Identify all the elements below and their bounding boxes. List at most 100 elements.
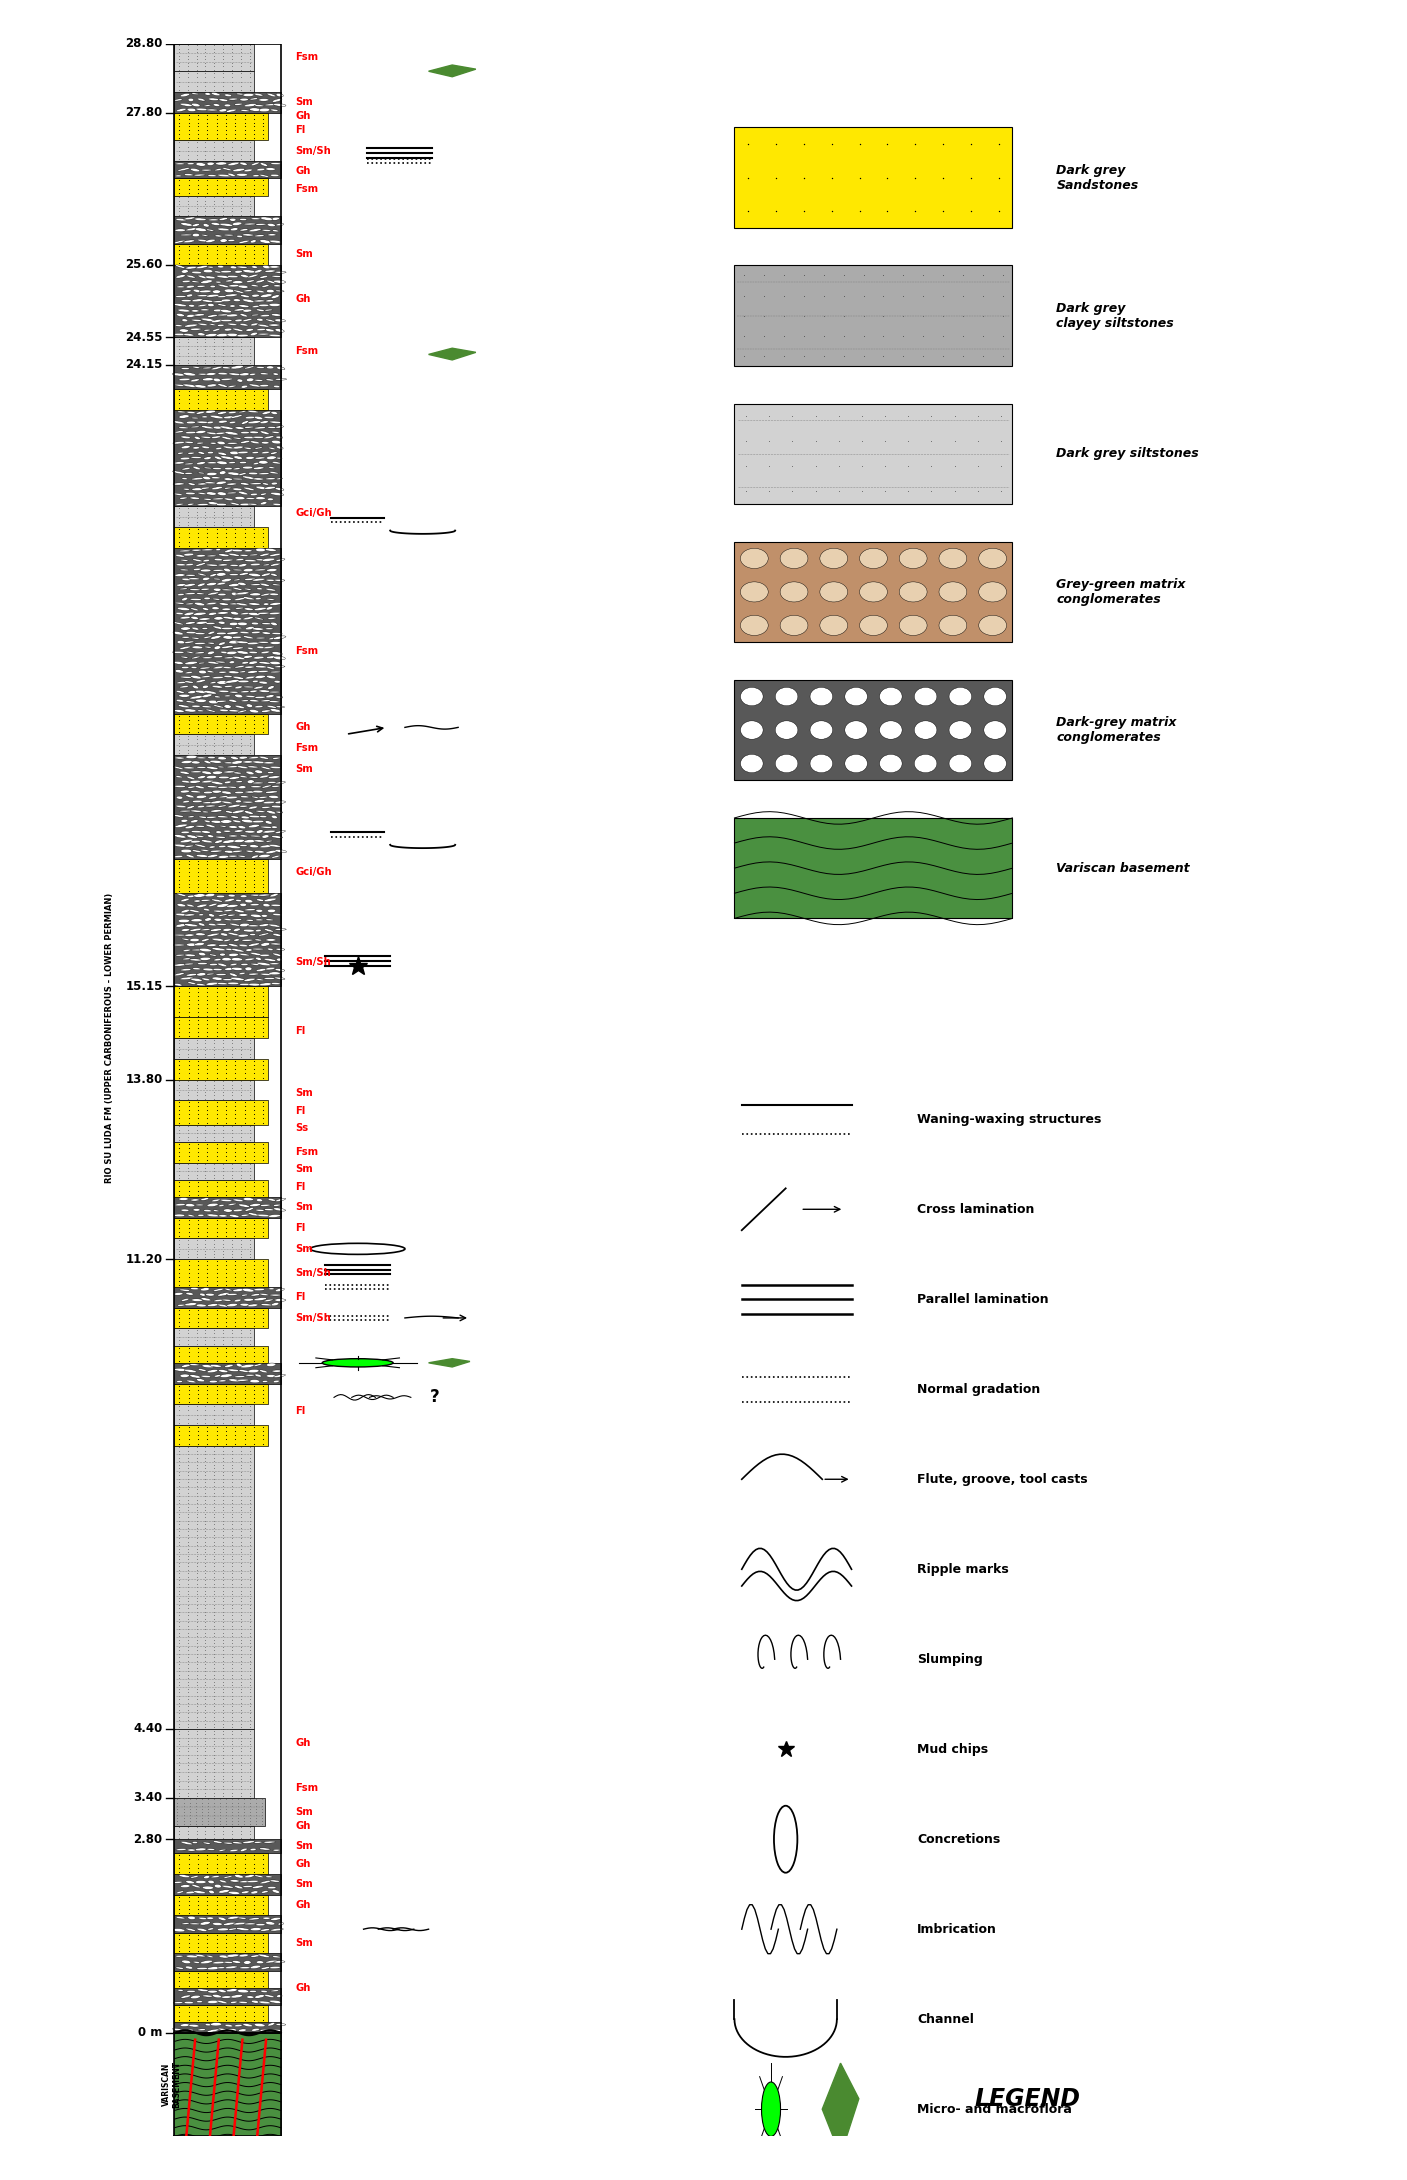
Ellipse shape [186,421,196,423]
Point [229,347,252,382]
Point [176,1574,198,1609]
Point [176,325,198,360]
Point [224,1916,246,1951]
Point [187,1219,210,1254]
Point [203,1672,225,1707]
Point [234,1177,256,1212]
Text: Sm: Sm [295,249,314,259]
Point [851,473,874,508]
Ellipse shape [224,1875,232,1879]
Ellipse shape [200,957,211,961]
Point [167,113,190,148]
Point [221,1768,243,1803]
Point [234,523,256,558]
Point [176,1637,198,1672]
Ellipse shape [269,554,281,556]
Point [203,1681,225,1716]
Point [243,863,266,898]
Ellipse shape [203,578,210,580]
Point [243,382,266,416]
Ellipse shape [249,815,260,818]
Ellipse shape [232,1960,241,1964]
Point [951,338,974,373]
Point [212,1751,235,1785]
Point [177,865,200,900]
Point [184,1792,207,1827]
Point [176,1147,198,1182]
Ellipse shape [262,443,269,445]
Point [186,1240,208,1275]
Point [221,1493,243,1528]
Point [203,1696,225,1731]
Point [205,1164,228,1199]
Point [215,512,238,547]
Point [186,1716,208,1751]
Ellipse shape [182,270,189,272]
Point [221,1223,243,1258]
Point [243,1214,266,1249]
Ellipse shape [266,656,276,658]
Point [187,2003,210,2038]
Point [833,318,855,353]
Point [215,1304,238,1339]
Point [229,1574,252,1609]
Point [232,1803,255,1838]
Point [203,1546,225,1580]
Point [212,1775,235,1809]
Point [243,1851,266,1886]
Point [239,1696,262,1731]
Point [221,1591,243,1626]
Point [187,994,210,1029]
Point [167,1206,190,1240]
Point [229,1744,252,1779]
Ellipse shape [218,384,228,388]
Point [187,1003,210,1038]
Ellipse shape [218,756,227,761]
Ellipse shape [197,905,207,907]
Ellipse shape [198,922,205,926]
Point [234,512,256,547]
Point [196,1018,218,1053]
Point [203,1225,225,1260]
Ellipse shape [253,1288,265,1291]
Point [234,1925,256,1960]
Point [194,46,217,81]
Point [252,1369,274,1404]
Point [203,1487,225,1522]
Point [243,1369,266,1404]
Ellipse shape [235,791,243,794]
Point [196,844,218,879]
Point [234,1105,256,1140]
Ellipse shape [177,168,190,170]
Point [224,983,246,1018]
Ellipse shape [204,1210,211,1212]
Point [227,1803,249,1838]
Point [221,52,243,87]
Ellipse shape [191,704,200,706]
Point [203,1801,225,1836]
Point [187,1136,210,1171]
Point [203,1807,225,1842]
Ellipse shape [248,1369,259,1373]
Point [187,1301,210,1336]
Point [186,52,208,87]
Point [203,1591,225,1626]
Point [167,1548,190,1583]
Point [167,1879,190,1914]
Point [221,1657,243,1692]
Ellipse shape [246,279,255,283]
Text: Gh: Gh [295,1737,311,1748]
Point [194,1552,217,1587]
Ellipse shape [245,900,253,903]
Point [187,100,210,135]
Point [186,1727,208,1761]
Point [753,279,775,314]
Point [203,1110,225,1145]
Point [176,28,198,63]
Ellipse shape [217,440,225,445]
Point [167,1615,190,1650]
Ellipse shape [879,754,902,772]
Point [177,983,200,1018]
Point [212,504,235,538]
Point [772,279,795,314]
